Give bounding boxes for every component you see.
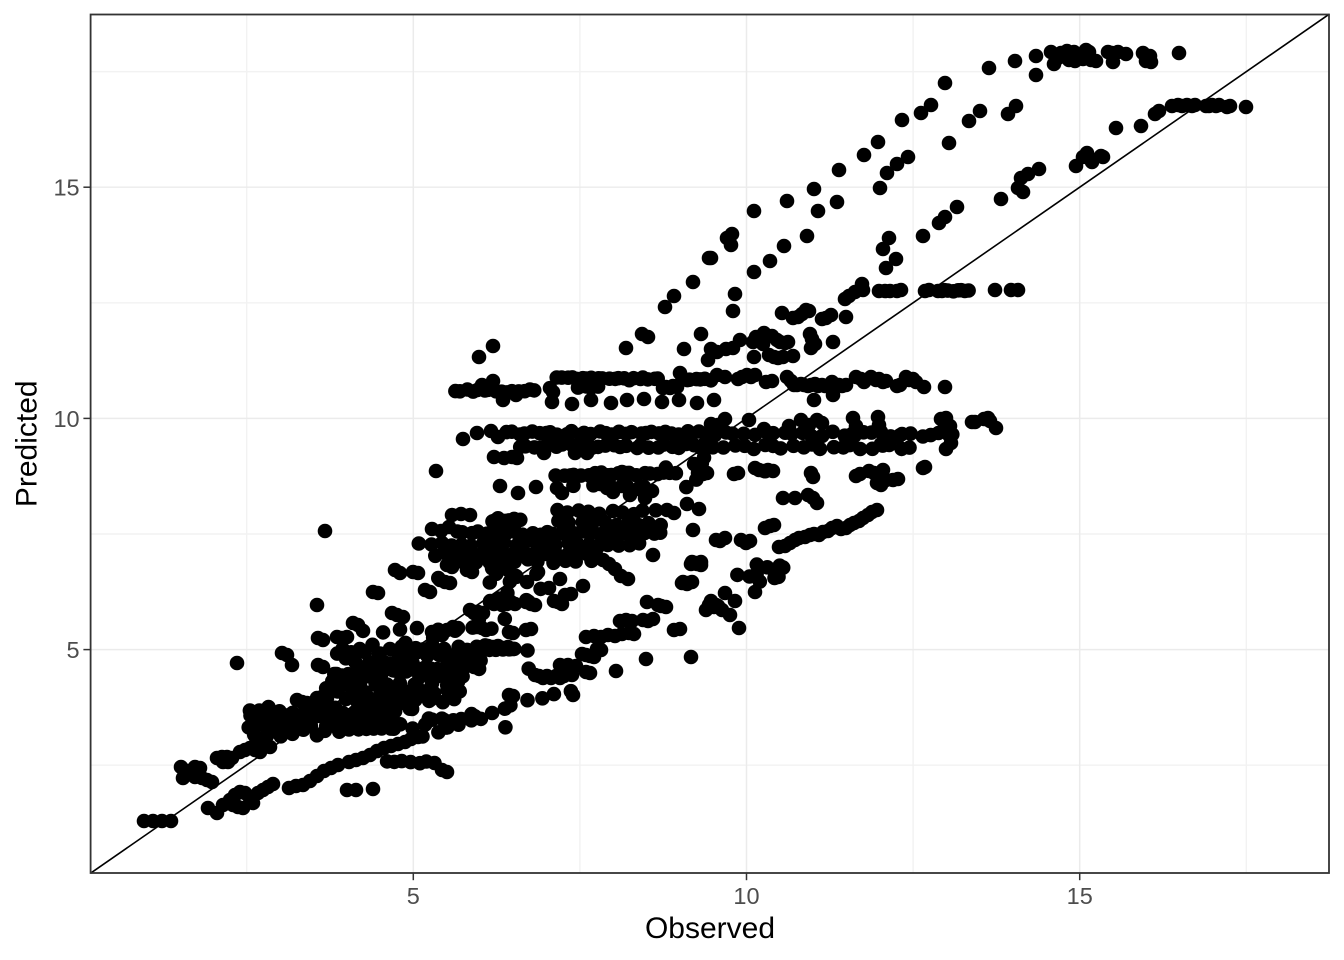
svg-text:5: 5 [67, 637, 80, 663]
svg-text:10: 10 [733, 883, 759, 909]
svg-text:15: 15 [53, 175, 79, 201]
svg-text:5: 5 [407, 883, 420, 909]
svg-text:10: 10 [53, 406, 79, 432]
svg-text:Predicted: Predicted [11, 380, 44, 507]
svg-text:15: 15 [1067, 883, 1093, 909]
svg-text:Observed: Observed [645, 912, 775, 945]
